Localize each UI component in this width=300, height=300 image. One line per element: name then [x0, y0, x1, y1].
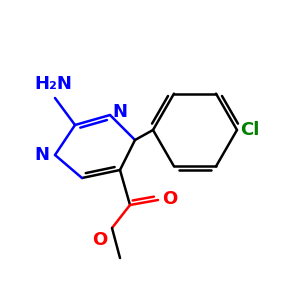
Text: H₂N: H₂N	[34, 75, 72, 93]
Text: O: O	[162, 190, 177, 208]
Text: N: N	[112, 103, 127, 121]
Text: N: N	[34, 146, 49, 164]
Text: O: O	[92, 231, 107, 249]
Text: Cl: Cl	[240, 121, 260, 139]
